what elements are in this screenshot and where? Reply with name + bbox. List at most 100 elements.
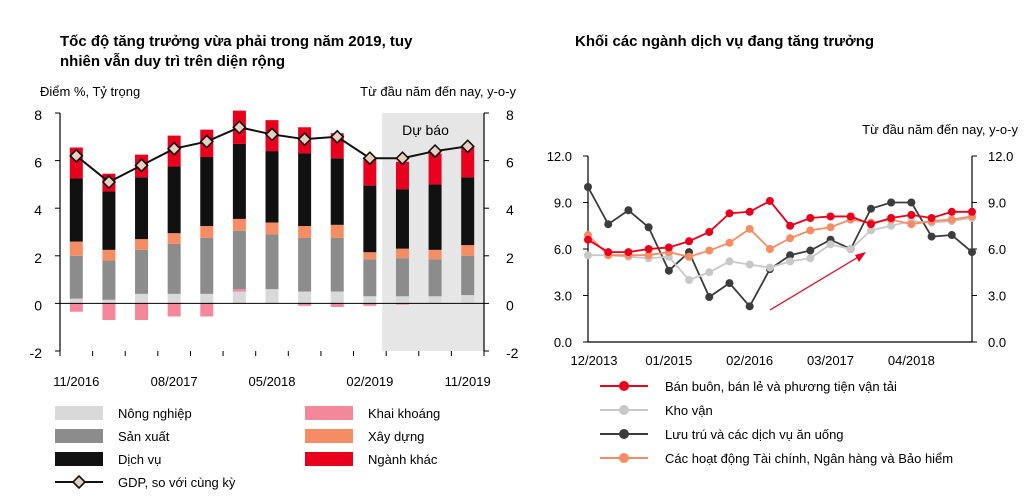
point-hospitality <box>786 251 795 260</box>
right-y-ticks: 12.0 12.0 9.0 9.0 6.0 6.0 3.0 3.0 0.0 0.0 <box>547 149 1014 350</box>
point-warehouse <box>705 268 714 277</box>
point-hospitality <box>806 246 815 255</box>
point-hospitality <box>604 220 613 229</box>
point-hospitality <box>927 232 936 241</box>
left-y-tick: 4 <box>34 202 42 218</box>
bar-serv <box>363 185 377 253</box>
left-y-tick: 6 <box>34 155 42 171</box>
bar-manu <box>232 230 246 290</box>
bar-other <box>428 153 442 185</box>
point-hospitality <box>947 231 956 240</box>
gdp-marker <box>395 151 410 166</box>
bar-serv <box>167 166 181 234</box>
bar-constr <box>265 222 279 235</box>
point-finance <box>806 226 815 235</box>
bar-agri <box>265 289 279 304</box>
bar-constr <box>200 226 214 238</box>
bar-serv <box>461 177 475 246</box>
point-warehouse <box>826 240 835 249</box>
bar-mining <box>102 303 116 321</box>
legend-label-hospitality: Lưu trú và các dịch vụ ăn uống <box>665 427 844 442</box>
legend-gdp-marker <box>71 474 87 490</box>
bar-constr <box>135 239 149 250</box>
left-y-tick: -2 <box>30 345 43 361</box>
bar-manu <box>167 243 181 294</box>
bar-mining <box>69 303 83 312</box>
point-finance <box>765 245 774 253</box>
left-chart-title-line1: Tốc độ tăng trưởng vừa phải trong năm 20… <box>60 33 413 50</box>
point-hospitality <box>705 293 714 302</box>
trend-arrow-head <box>855 252 866 262</box>
left-chart-title-line2: nhiên vẫn duy trì trên diện rộng <box>60 53 285 70</box>
trend-arrow <box>769 255 861 311</box>
bar-manu <box>102 260 116 300</box>
right-chart-right-tick: 0.0 <box>988 335 1006 350</box>
bar-constr <box>461 245 475 256</box>
point-hospitality <box>968 248 976 257</box>
legend-swatch-mining <box>305 406 353 420</box>
point-warehouse <box>765 263 774 272</box>
point-hospitality <box>664 266 673 275</box>
forecast-label: Dự báo <box>402 122 449 138</box>
right-y-tick: 6 <box>506 155 514 171</box>
bar-manu <box>298 237 312 292</box>
right-chart-left-tick: 0.0 <box>554 335 572 350</box>
legend-marker-hospitality <box>619 429 629 439</box>
right-chart-left-tick: 6.0 <box>554 242 572 257</box>
right-chart-right-tick: 6.0 <box>988 242 1006 257</box>
bar-agri <box>167 293 181 304</box>
bar-serv <box>200 157 214 227</box>
gdp-marker <box>134 158 149 173</box>
point-warehouse <box>685 276 694 284</box>
legend-swatch-other <box>305 452 353 466</box>
right-y-tick: -2 <box>506 345 519 361</box>
bar-serv <box>298 153 312 227</box>
gdp-marker <box>101 174 117 190</box>
bar-constr <box>330 224 344 238</box>
bar-agri <box>428 296 442 304</box>
right-chart-left-tick: 12.0 <box>547 149 572 164</box>
point-trade <box>685 237 694 246</box>
point-hospitality <box>644 223 653 232</box>
right-lines <box>584 183 976 311</box>
point-trade <box>968 207 976 216</box>
right-chart-right-tick: 12.0 <box>988 149 1013 164</box>
bar-manu <box>200 237 214 294</box>
bar-mining <box>232 289 246 292</box>
right-chart: Khối các ngành dịch vụ đang tăng trưởng … <box>547 33 1019 466</box>
bar-agri <box>330 291 344 304</box>
bar-mining <box>200 303 214 317</box>
gdp-marker <box>297 132 312 147</box>
point-trade <box>786 221 795 230</box>
left-x-tick-label: 11/2019 <box>445 374 491 389</box>
left-x-ticks: 11/2016 08/2017 05/2018 02/2019 11/2019 <box>53 374 490 389</box>
bar-constr <box>363 252 377 260</box>
point-finance <box>745 224 754 233</box>
gdp-marker <box>460 139 475 154</box>
right-x-tick-label: 12/2013 <box>571 353 618 368</box>
bar-manu <box>265 234 279 290</box>
left-y-tick: 2 <box>34 250 42 266</box>
bar-agri <box>135 293 149 304</box>
point-trade <box>765 196 774 205</box>
point-trade <box>846 212 855 221</box>
left-chart: Tốc độ tăng trưởng vừa phải trong năm 20… <box>30 33 519 490</box>
point-trade <box>806 214 815 222</box>
point-hospitality <box>866 204 875 213</box>
bar-other <box>363 157 377 186</box>
bar-mining <box>395 303 409 305</box>
point-hospitality <box>887 198 896 207</box>
bar-mining <box>363 303 377 306</box>
bar-manu <box>461 255 475 296</box>
bar-serv <box>69 178 83 242</box>
right-x-ticks: 12/2013 01/2015 02/2016 03/2017 04/2018 <box>571 353 935 368</box>
right-x-tick-label: 02/2016 <box>726 353 773 368</box>
bar-constr <box>395 248 409 259</box>
left-x-tick-label: 05/2018 <box>249 374 296 389</box>
left-x-tick-label: 02/2019 <box>346 374 393 389</box>
bar-serv <box>135 177 149 240</box>
point-trade <box>705 227 714 236</box>
right-axes <box>583 155 977 343</box>
point-hospitality <box>624 206 633 215</box>
